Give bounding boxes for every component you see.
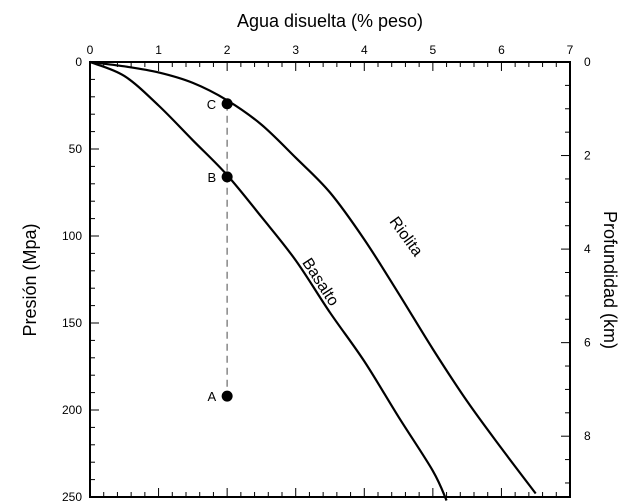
y-tick-label: 0	[75, 55, 82, 69]
y-tick-label: 50	[69, 142, 83, 156]
y2-tick-label: 4	[584, 242, 591, 256]
x-tick-label: 0	[87, 43, 94, 57]
point-c	[221, 98, 233, 110]
y2-tick-label: 2	[584, 149, 591, 163]
y2-tick-label: 8	[584, 429, 591, 443]
x-axis-title: Agua disuelta (% peso)	[237, 11, 423, 31]
x-tick-label: 3	[292, 43, 299, 57]
point-b	[221, 171, 233, 183]
series-line-riolita	[89, 60, 537, 495]
y2-tick-label: 0	[584, 55, 591, 69]
y-tick-label: 250	[62, 490, 82, 504]
x-tick-label: 2	[224, 43, 231, 57]
y-tick-label: 150	[62, 316, 82, 330]
x-tick-label: 6	[498, 43, 505, 57]
point-label-b: B	[207, 170, 216, 185]
x-tick-label: 7	[567, 43, 574, 57]
point-label-c: C	[207, 97, 216, 112]
y2-tick-label: 6	[584, 336, 591, 350]
point-label-a: A	[207, 389, 216, 404]
y-tick-label: 100	[62, 229, 82, 243]
y-axis-title: Presión (Mpa)	[20, 223, 40, 336]
y2-axis-title: Profundidad (km)	[600, 211, 620, 349]
series-line-basalto	[89, 60, 448, 501]
plot-frame	[89, 61, 571, 498]
x-tick-label: 1	[155, 43, 162, 57]
y-tick-label: 200	[62, 403, 82, 417]
point-a	[221, 390, 233, 402]
series-curves: Riolita Basalto	[89, 60, 537, 501]
axis-ticks	[89, 61, 571, 498]
x-tick-label: 5	[430, 43, 437, 57]
x-tick-label: 4	[361, 43, 368, 57]
series-label-basalto: Basalto	[298, 255, 341, 309]
series-label-riolita: Riolita	[386, 214, 426, 260]
data-points: C B A	[207, 97, 233, 404]
